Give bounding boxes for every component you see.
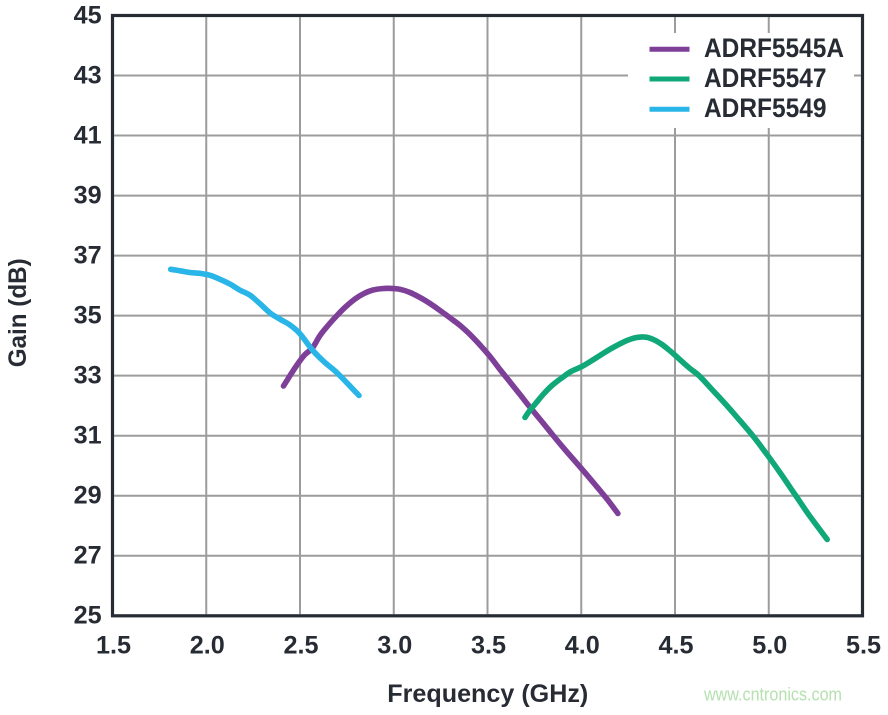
svg-text:Frequency (GHz): Frequency (GHz): [387, 680, 588, 708]
svg-text:5.5: 5.5: [846, 632, 881, 660]
svg-text:1.5: 1.5: [96, 632, 131, 660]
svg-text:ADRF5549: ADRF5549: [704, 93, 827, 123]
svg-text:www.cntronics.com: www.cntronics.com: [703, 685, 842, 705]
svg-text:31: 31: [74, 422, 102, 450]
svg-text:45: 45: [74, 1, 102, 29]
svg-text:33: 33: [74, 362, 102, 390]
svg-text:4.0: 4.0: [565, 632, 600, 660]
svg-text:37: 37: [74, 242, 102, 270]
svg-text:5.0: 5.0: [752, 632, 787, 660]
svg-text:3.5: 3.5: [471, 632, 506, 660]
svg-text:4.5: 4.5: [658, 632, 693, 660]
svg-text:Gain (dB): Gain (dB): [4, 258, 32, 367]
svg-text:43: 43: [74, 61, 102, 89]
svg-text:2.5: 2.5: [283, 632, 318, 660]
svg-text:41: 41: [74, 122, 102, 150]
svg-text:ADRF5547: ADRF5547: [704, 63, 827, 93]
svg-text:39: 39: [74, 182, 102, 210]
svg-text:2.0: 2.0: [190, 632, 225, 660]
svg-text:3.0: 3.0: [377, 632, 412, 660]
svg-text:29: 29: [74, 482, 102, 510]
svg-text:27: 27: [74, 542, 102, 570]
svg-text:ADRF5545A: ADRF5545A: [704, 33, 844, 63]
svg-text:35: 35: [74, 302, 102, 330]
svg-text:25: 25: [74, 602, 102, 630]
